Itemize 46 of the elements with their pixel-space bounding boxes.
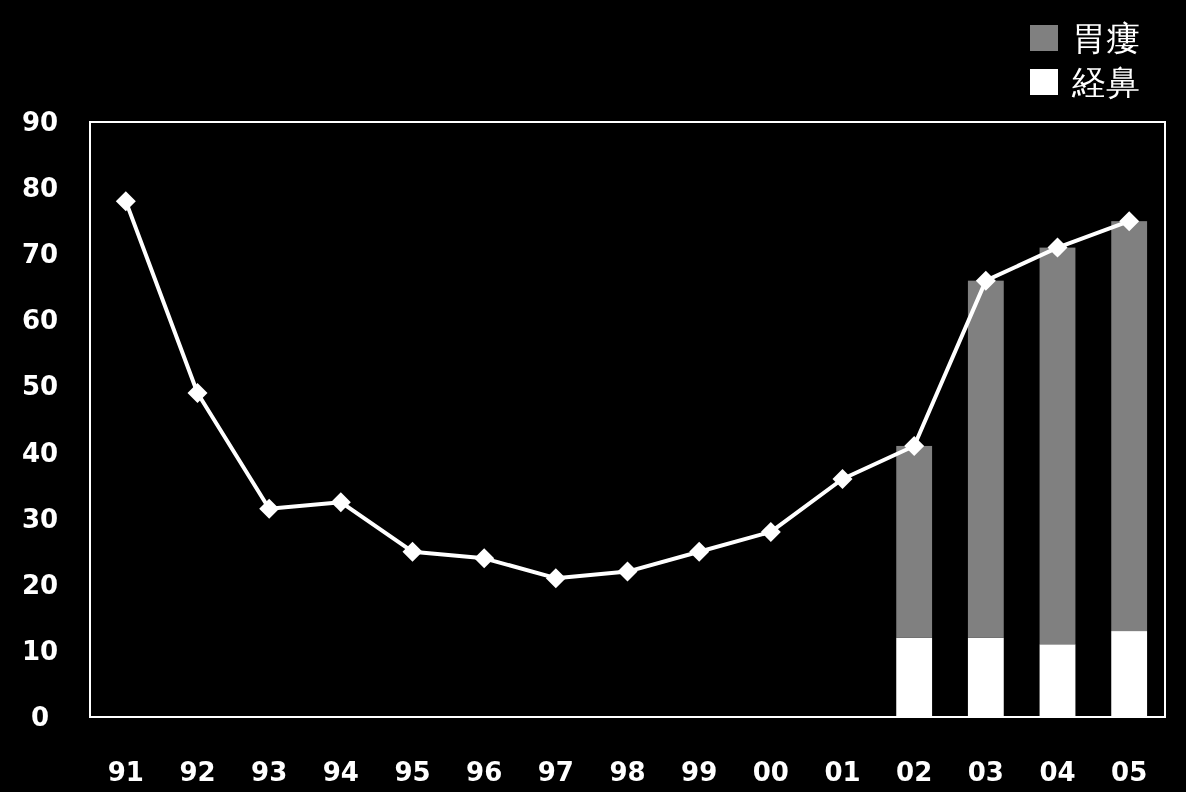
x-tick-label: 92 [179,757,216,787]
point [760,521,781,542]
x-tick-label: 97 [537,757,574,787]
point [259,498,280,519]
y-tick-label: 0 [30,702,50,732]
x-tick-label: 02 [896,757,933,787]
x-tick-label: 03 [967,757,1004,787]
point [402,541,423,562]
bar [1039,247,1076,645]
point [832,469,853,489]
y-tick-label: 30 [21,503,59,534]
point [1047,237,1068,258]
x-tick-label: 96 [466,757,503,787]
point [617,561,638,582]
x-tick-label: 95 [394,757,431,787]
point [545,568,566,589]
bar [1111,221,1148,632]
y-tick-label: 50 [21,371,59,402]
x-tick-label: 01 [824,757,861,787]
y-tick-label: 20 [21,569,59,600]
point [474,548,495,569]
point [187,383,208,404]
y-tick-label: 10 [21,635,59,666]
x-tick-label: 99 [681,757,718,787]
legend-label: 胃瘻 [1072,18,1140,58]
bar [967,280,1004,638]
x-tick-label: 94 [322,757,359,787]
legend-label: 経鼻 [1071,62,1140,102]
y-tick-label: 90 [21,107,59,137]
point [904,435,925,456]
y-tick-label: 60 [21,305,59,336]
x-tick-label: 93 [251,757,288,787]
point [1119,211,1140,232]
x-tick-label: 98 [609,757,646,787]
x-tick-label: 91 [107,757,144,787]
y-tick-label: 80 [21,173,59,204]
point [330,492,351,513]
y-tick-label: 70 [21,239,59,270]
x-tick-label: 05 [1111,757,1148,787]
point [975,270,996,291]
bar [896,445,933,638]
x-tick-label: 00 [752,757,789,787]
point [115,191,136,212]
y-tick-label: 40 [21,437,59,468]
point [689,541,710,562]
x-tick-label: 04 [1039,757,1076,787]
